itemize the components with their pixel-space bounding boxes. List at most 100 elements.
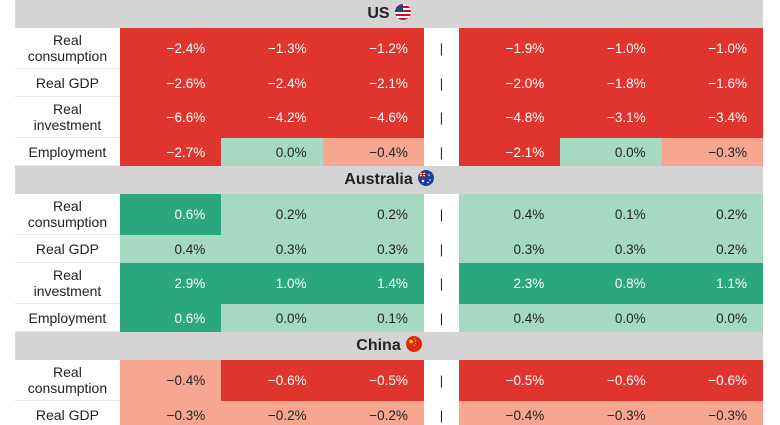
value-cell: −0.6% bbox=[661, 360, 763, 401]
separator: | bbox=[439, 41, 444, 56]
flag-icon bbox=[394, 3, 411, 25]
separator: | bbox=[439, 207, 444, 222]
value-cell: −0.5% bbox=[322, 360, 424, 401]
row-label: Real GDP bbox=[15, 235, 120, 263]
table-row: Real consumption 0.6% 0.2% 0.2% | 0.4% 0.1% 0.2… bbox=[15, 194, 763, 235]
row-label: Real investment bbox=[15, 97, 120, 138]
separator: | bbox=[439, 373, 444, 388]
value-cell: 0.3% bbox=[322, 235, 424, 263]
value-cell: −0.3% bbox=[661, 401, 763, 425]
table-row: Real GDP −0.3% −0.2% −0.2% | −0.4% −0.3% −0.3% bbox=[15, 401, 763, 425]
section-title: China bbox=[356, 337, 401, 354]
value-cell: −1.9% bbox=[458, 28, 561, 69]
row-label: Real consumption bbox=[15, 360, 120, 401]
value-cell: −4.8% bbox=[458, 97, 561, 138]
flag-icon bbox=[417, 169, 434, 191]
row-label: Real GDP bbox=[15, 69, 120, 97]
row-label: Real consumption bbox=[15, 194, 120, 235]
row-label: Employment bbox=[15, 138, 120, 166]
flag-icon bbox=[405, 335, 422, 357]
value-cell: 0.3% bbox=[221, 235, 323, 263]
separator: | bbox=[439, 276, 444, 291]
value-cell: −2.0% bbox=[458, 69, 561, 97]
separator: | bbox=[439, 310, 444, 326]
row-label: Real consumption bbox=[15, 28, 120, 69]
value-cell: −1.3% bbox=[221, 28, 323, 69]
table-row: Real GDP 0.4% 0.3% 0.3% | 0.3% 0.3% 0.2% bbox=[15, 235, 763, 263]
separator: | bbox=[439, 75, 444, 91]
table-row: Employment 0.6% 0.0% 0.1% | 0.4% 0.0% 0.0% bbox=[15, 304, 763, 332]
value-cell: 0.1% bbox=[322, 304, 424, 332]
section-title: US bbox=[367, 5, 390, 22]
section-header: China bbox=[15, 332, 763, 360]
table-row: Employment −2.7% 0.0% −0.4% | −2.1% 0.0% −0.3% bbox=[15, 138, 763, 166]
value-cell: 0.4% bbox=[458, 304, 561, 332]
row-label: Real investment bbox=[15, 263, 120, 304]
value-cell: 0.2% bbox=[322, 194, 424, 235]
section-title: Australia bbox=[344, 171, 413, 188]
value-cell: −2.4% bbox=[221, 69, 323, 97]
value-cell: −2.1% bbox=[458, 138, 561, 166]
separator: | bbox=[439, 407, 444, 423]
value-cell: 0.2% bbox=[221, 194, 323, 235]
table-row: Real investment 2.9% 1.0% 1.4% | 2.3% 0.8% 1.1% bbox=[15, 263, 763, 304]
value-cell: −1.2% bbox=[322, 28, 424, 69]
value-cell: −0.6% bbox=[221, 360, 323, 401]
value-cell: 1.1% bbox=[661, 263, 763, 304]
value-cell: 0.2% bbox=[661, 194, 763, 235]
table: US Real consumption −2.4% −1.3% −1.2% | −1.9% −… bbox=[15, 0, 763, 425]
value-cell: −0.3% bbox=[661, 138, 763, 166]
value-cell: 1.0% bbox=[221, 263, 323, 304]
value-cell: −0.3% bbox=[560, 401, 662, 425]
row-label: Real GDP bbox=[15, 401, 120, 425]
value-cell: 0.4% bbox=[119, 235, 222, 263]
value-cell: −1.8% bbox=[560, 69, 662, 97]
value-cell: 0.8% bbox=[560, 263, 662, 304]
value-cell: −1.6% bbox=[661, 69, 763, 97]
value-cell: −2.6% bbox=[119, 69, 222, 97]
value-cell: 2.9% bbox=[119, 263, 222, 304]
value-cell: −1.0% bbox=[560, 28, 662, 69]
value-cell: −4.6% bbox=[322, 97, 424, 138]
separator: | bbox=[439, 144, 444, 160]
value-cell: −0.3% bbox=[119, 401, 222, 425]
row-label: Employment bbox=[15, 304, 120, 332]
value-cell: 0.0% bbox=[560, 138, 662, 166]
value-cell: −0.2% bbox=[322, 401, 424, 425]
value-cell: 2.3% bbox=[458, 263, 561, 304]
value-cell: 0.4% bbox=[458, 194, 561, 235]
value-cell: −4.2% bbox=[221, 97, 323, 138]
value-cell: −2.7% bbox=[119, 138, 222, 166]
value-cell: 0.0% bbox=[661, 304, 763, 332]
value-cell: −2.4% bbox=[119, 28, 222, 69]
value-cell: −1.0% bbox=[661, 28, 763, 69]
value-cell: 0.3% bbox=[560, 235, 662, 263]
value-cell: −3.4% bbox=[661, 97, 763, 138]
value-cell: −2.1% bbox=[322, 69, 424, 97]
value-cell: 0.6% bbox=[119, 194, 222, 235]
value-cell: −0.4% bbox=[322, 138, 424, 166]
section-header: Australia bbox=[15, 166, 763, 194]
value-cell: 0.3% bbox=[458, 235, 561, 263]
table-row: Real investment −6.6% −4.2% −4.6% | −4.8% −3.1… bbox=[15, 97, 763, 138]
value-cell: 0.0% bbox=[221, 304, 323, 332]
section-header: US bbox=[15, 0, 763, 28]
value-cell: 1.4% bbox=[322, 263, 424, 304]
table-row: Real GDP −2.6% −2.4% −2.1% | −2.0% −1.8% −1.6% bbox=[15, 69, 763, 97]
separator: | bbox=[439, 110, 444, 125]
table-row: Real consumption −0.4% −0.6% −0.5% | −0.5% −0.… bbox=[15, 360, 763, 401]
value-cell: −0.5% bbox=[458, 360, 561, 401]
value-cell: 0.2% bbox=[661, 235, 763, 263]
value-cell: −0.6% bbox=[560, 360, 662, 401]
value-cell: −3.1% bbox=[560, 97, 662, 138]
value-cell: 0.0% bbox=[560, 304, 662, 332]
separator: | bbox=[439, 241, 444, 257]
value-cell: −0.2% bbox=[221, 401, 323, 425]
value-cell: 0.0% bbox=[221, 138, 323, 166]
value-cell: −0.4% bbox=[119, 360, 222, 401]
table-row: Real consumption −2.4% −1.3% −1.2% | −1.9% −1.… bbox=[15, 28, 763, 69]
value-cell: −6.6% bbox=[119, 97, 222, 138]
value-cell: −0.4% bbox=[458, 401, 561, 425]
value-cell: 0.6% bbox=[119, 304, 222, 332]
